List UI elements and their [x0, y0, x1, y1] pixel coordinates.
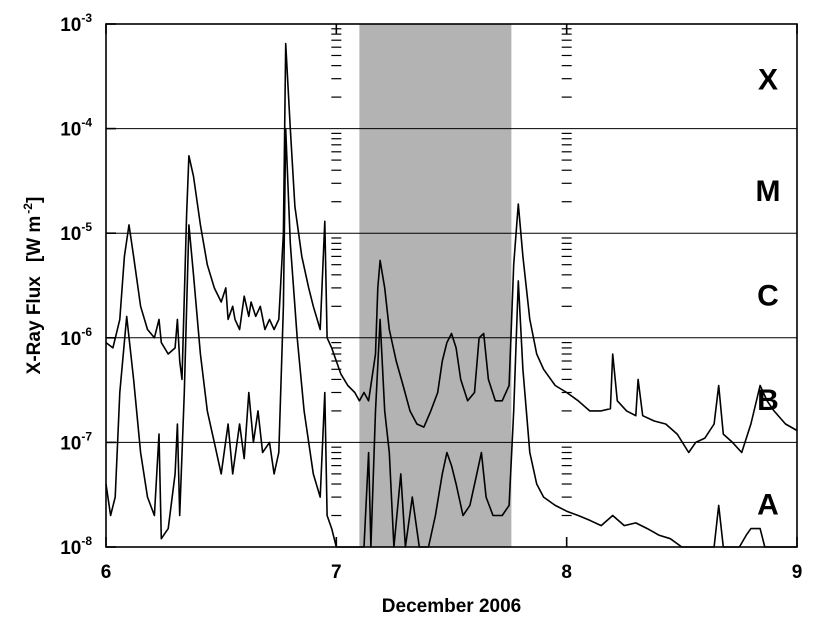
plot-frame	[105, 23, 798, 548]
y-axis-title-text: X-Ray Flux	[24, 276, 45, 375]
flare-class-label: B	[757, 384, 779, 417]
flare-class-label: X	[758, 64, 778, 97]
y-tick-label: 10-4	[60, 116, 92, 141]
flare-class-label: M	[756, 175, 781, 208]
y-axis-unit-base: [W m	[24, 216, 45, 262]
x-tick-label: 6	[101, 562, 112, 583]
series-line-2	[105, 127, 797, 548]
y-axis-title: X-Ray Flux [W m -2]	[21, 197, 45, 375]
x-tick-label: 7	[331, 562, 342, 583]
flare-class-labels: X M C B A	[756, 64, 781, 522]
day-boundary-minor-ticks	[331, 28, 572, 517]
y-tick-label: 10-5	[60, 220, 92, 245]
y-axis-unit-exponent: -2	[21, 203, 35, 214]
y-axis: 10-3 10-4 10-5 10-6 10-7 10-8	[60, 11, 116, 559]
series-line-1	[105, 42, 798, 454]
shaded-interval	[359, 24, 512, 547]
y-tick-label: 10-3	[60, 11, 92, 36]
series-layer	[105, 42, 798, 548]
flare-class-label: A	[757, 489, 779, 522]
x-tick-label: 8	[561, 562, 572, 583]
x-axis: 6 7 8 9	[101, 24, 803, 583]
y-tick-label: 10-6	[60, 325, 92, 350]
y-tick-label: 10-8	[60, 534, 92, 559]
y-axis-unit-close: ]	[24, 197, 45, 203]
x-axis-title: December 2006	[382, 596, 521, 617]
x-tick-label: 9	[792, 562, 803, 583]
y-tick-label: 10-7	[60, 429, 92, 454]
flare-class-label: C	[757, 279, 779, 312]
